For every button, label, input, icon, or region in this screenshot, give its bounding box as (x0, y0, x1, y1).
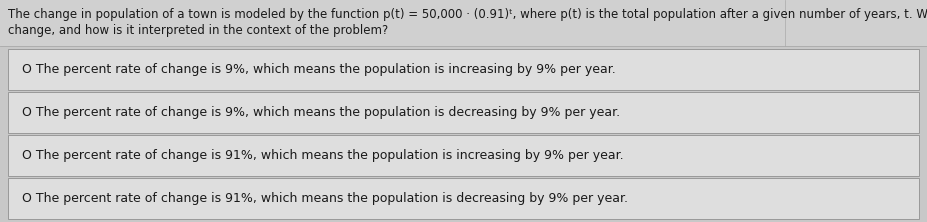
Text: The change in population of a town is modeled by the function p(t) = 50,000 · (0: The change in population of a town is mo… (8, 8, 927, 21)
FancyBboxPatch shape (8, 135, 919, 176)
FancyBboxPatch shape (8, 178, 919, 219)
Text: O The percent rate of change is 9%, which means the population is decreasing by : O The percent rate of change is 9%, whic… (22, 106, 620, 119)
Text: change, and how is it interpreted in the context of the problem?: change, and how is it interpreted in the… (8, 24, 388, 37)
FancyBboxPatch shape (0, 0, 927, 46)
Text: O The percent rate of change is 91%, which means the population is increasing by: O The percent rate of change is 91%, whi… (22, 149, 624, 162)
FancyBboxPatch shape (8, 92, 919, 133)
FancyBboxPatch shape (8, 49, 919, 90)
Text: O The percent rate of change is 91%, which means the population is decreasing by: O The percent rate of change is 91%, whi… (22, 192, 628, 205)
Text: O The percent rate of change is 9%, which means the population is increasing by : O The percent rate of change is 9%, whic… (22, 63, 616, 76)
